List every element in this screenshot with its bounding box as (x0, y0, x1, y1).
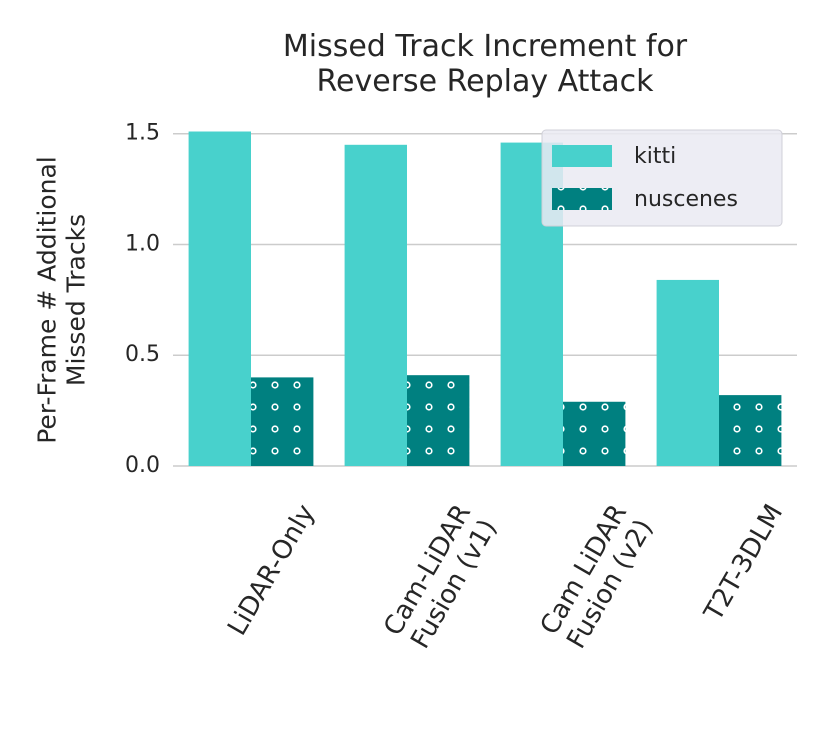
legend: kitti nuscenes (541, 129, 783, 227)
bar (407, 375, 470, 466)
bar (719, 395, 782, 466)
bar (188, 131, 251, 466)
y-axis-label: Per-Frame # Additional Missed Tracks (32, 156, 90, 444)
bar (656, 279, 719, 466)
y-tick-label: 0.0 (125, 453, 160, 478)
legend-swatch (552, 188, 612, 210)
y-tick-label: 0.5 (125, 342, 160, 367)
legend-label: nuscenes (634, 187, 738, 212)
bar (563, 401, 626, 466)
bar (251, 377, 314, 466)
y-tick-label: 1.0 (125, 231, 160, 256)
y-tick-label: 1.5 (125, 121, 160, 146)
legend-swatch (552, 145, 612, 167)
chart-title: Missed Track Increment for Reverse Repla… (282, 29, 688, 99)
bar (344, 144, 407, 466)
legend-label: kitti (634, 144, 676, 169)
